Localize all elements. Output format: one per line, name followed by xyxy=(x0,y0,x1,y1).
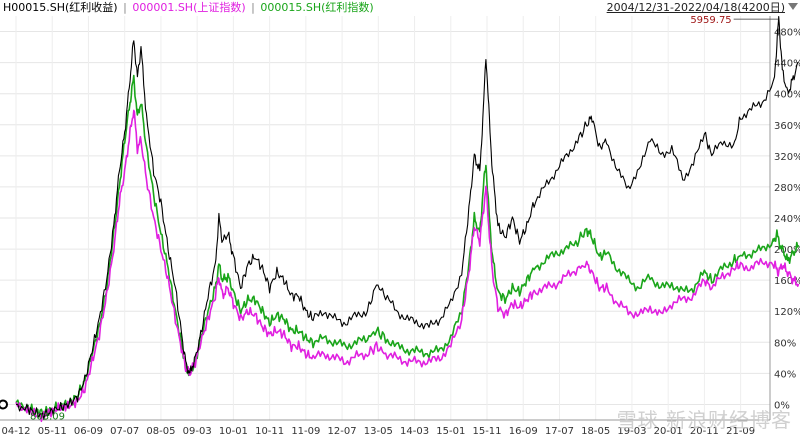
x-tick-label: 13-05 xyxy=(364,426,393,437)
legend-item-000001[interactable]: 000001.SH(上证指数) xyxy=(132,1,246,14)
x-tick-label: 15-11 xyxy=(472,426,501,437)
x-tick-label: 12-07 xyxy=(328,426,357,437)
x-tick-label: 20-11 xyxy=(690,426,719,437)
y-tick-label: 440% xyxy=(774,59,800,70)
y-tick-label: 240% xyxy=(774,214,800,225)
y-tick-label: 400% xyxy=(774,90,800,101)
start-marker xyxy=(0,399,8,410)
y-tick-label: 160% xyxy=(774,276,800,287)
y-tick-label: 120% xyxy=(774,307,800,318)
y-tick-label: 80% xyxy=(774,338,796,349)
x-tick-label: 08-05 xyxy=(146,426,175,437)
x-tick-label: 06-09 xyxy=(74,426,103,437)
x-tick-label: 18-05 xyxy=(581,426,610,437)
series-line-0 xyxy=(15,15,799,420)
date-range-selector[interactable]: 2004/12/31-2022/04/18(4200日) xyxy=(606,1,785,14)
dropdown-arrow-icon[interactable] xyxy=(788,3,798,10)
series-line-2 xyxy=(15,74,800,418)
min-annotation: 803.09 xyxy=(30,411,65,422)
x-tick-label: 09-03 xyxy=(183,426,212,437)
watermark: 雪球 新浪财经博客 xyxy=(616,408,792,432)
legend-item-h00015[interactable]: H00015.SH(红利收益) xyxy=(3,1,118,14)
x-tick-label: 16-09 xyxy=(509,426,538,437)
y-tick-label: 320% xyxy=(774,152,800,163)
x-tick-label: 11-09 xyxy=(291,426,320,437)
y-tick-label: 200% xyxy=(774,245,800,256)
chart-legend: H00015.SH(红利收益) | 000001.SH(上证指数) | 0000… xyxy=(3,1,374,15)
legend-separator: | xyxy=(123,1,127,14)
y-tick-label: 40% xyxy=(774,369,796,380)
y-tick-label: 0% xyxy=(774,400,790,411)
x-tick-label: 10-01 xyxy=(219,426,248,437)
x-tick-label: 15-01 xyxy=(436,426,465,437)
y-tick-label: 280% xyxy=(774,183,800,194)
x-tick-label: 21-09 xyxy=(726,426,755,437)
y-tick-label: 360% xyxy=(774,121,800,132)
x-tick-label: 14-03 xyxy=(400,426,429,437)
legend-item-000015[interactable]: 000015.SH(红利指数) xyxy=(260,1,374,14)
max-annotation: 5959.75 xyxy=(690,15,731,26)
x-tick-label: 20-01 xyxy=(654,426,683,437)
y-tick-label: 480% xyxy=(774,28,800,39)
x-tick-label: 10-11 xyxy=(255,426,284,437)
x-tick-label: 07-07 xyxy=(110,426,139,437)
x-tick-label: 04-12 xyxy=(1,426,30,437)
x-tick-label: 17-07 xyxy=(545,426,574,437)
legend-separator: | xyxy=(251,1,255,14)
x-tick-label: 19-03 xyxy=(617,426,646,437)
series-line-1 xyxy=(15,109,800,423)
x-tick-label: 05-11 xyxy=(38,426,67,437)
